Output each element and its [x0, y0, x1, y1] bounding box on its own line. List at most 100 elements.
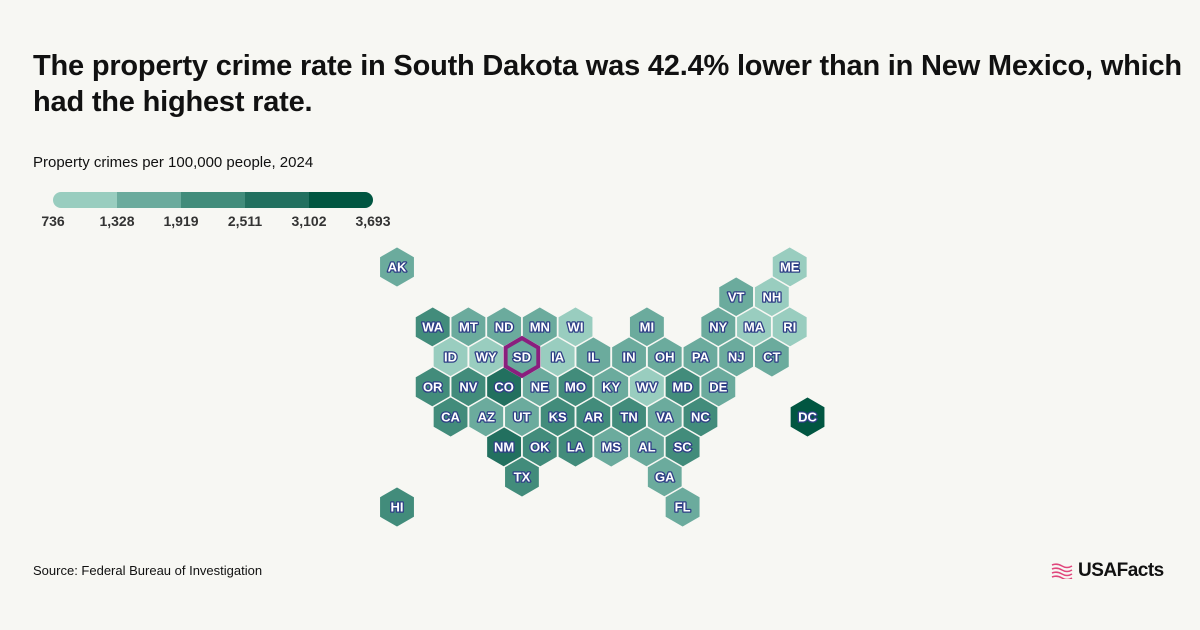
legend-swatch [181, 192, 245, 208]
state-label: NV [459, 380, 477, 395]
state-ut[interactable]: UT [503, 395, 541, 439]
state-hex [664, 485, 702, 529]
state-label: ND [495, 320, 514, 335]
state-hi[interactable]: HI [378, 485, 416, 529]
state-hex [753, 335, 791, 379]
state-label: OH [655, 350, 675, 365]
state-ri[interactable]: RI [771, 305, 809, 349]
state-label: WA [422, 320, 444, 335]
state-ga[interactable]: GA [646, 455, 684, 499]
state-label: MD [672, 380, 692, 395]
legend-swatch [53, 192, 117, 208]
state-wa[interactable]: WA [414, 305, 452, 349]
state-hex [378, 245, 416, 289]
state-label: AK [388, 260, 407, 275]
state-mi[interactable]: MI [628, 305, 666, 349]
state-hex [503, 455, 541, 499]
state-de[interactable]: DE [699, 365, 737, 409]
state-tn[interactable]: TN [610, 395, 648, 439]
state-label: GA [655, 470, 675, 485]
state-dc[interactable]: DC [789, 395, 826, 439]
flag-icon [1051, 563, 1073, 579]
state-pa[interactable]: PA [682, 335, 719, 379]
state-label: AZ [478, 410, 495, 425]
state-mt[interactable]: MT [449, 305, 487, 349]
state-ny[interactable]: NY [699, 305, 737, 349]
state-fl[interactable]: FL [664, 485, 702, 529]
state-label: SD [513, 350, 531, 365]
state-ok[interactable]: OK [521, 425, 559, 469]
legend-tick: 3,102 [291, 213, 326, 229]
state-va[interactable]: VA [646, 395, 684, 439]
state-label: PA [692, 350, 710, 365]
state-label: FL [675, 500, 691, 515]
state-label: MI [640, 320, 654, 335]
state-ma[interactable]: MA [735, 305, 773, 349]
state-label: KY [602, 380, 620, 395]
state-label: OK [530, 440, 550, 455]
state-nh[interactable]: NH [753, 275, 791, 319]
state-label: OR [423, 380, 443, 395]
state-label: SC [674, 440, 693, 455]
state-tx[interactable]: TX [503, 455, 541, 499]
state-label: MA [744, 320, 765, 335]
state-label: UT [513, 410, 530, 425]
state-label: HI [391, 500, 404, 515]
legend-swatch [117, 192, 181, 208]
usafacts-logo: USAFacts [1050, 560, 1164, 582]
legend-swatch [245, 192, 309, 208]
state-label: WV [636, 380, 657, 395]
state-il[interactable]: IL [574, 335, 612, 379]
state-wi[interactable]: WI [557, 305, 594, 349]
state-label: VT [728, 290, 745, 305]
logo-text: USAFacts [1078, 560, 1164, 581]
state-label: LA [567, 440, 585, 455]
state-la[interactable]: LA [557, 425, 594, 469]
state-label: VA [656, 410, 674, 425]
state-in[interactable]: IN [610, 335, 648, 379]
state-label: NJ [728, 350, 745, 365]
state-me[interactable]: ME [771, 245, 809, 289]
state-label: DC [798, 410, 817, 425]
state-label: WI [568, 320, 584, 335]
state-label: IL [588, 350, 600, 365]
state-label: AL [638, 440, 655, 455]
legend-tick: 3,693 [355, 213, 390, 229]
state-hex [789, 395, 826, 439]
state-nc[interactable]: NC [682, 395, 719, 439]
state-label: CO [494, 380, 514, 395]
state-label: NM [494, 440, 514, 455]
state-sc[interactable]: SC [664, 425, 702, 469]
highlight-outline [503, 335, 541, 379]
state-mn[interactable]: MN [521, 305, 559, 349]
state-nd[interactable]: ND [485, 305, 523, 349]
state-ct[interactable]: CT [753, 335, 791, 379]
state-co[interactable]: CO [485, 365, 523, 409]
state-ms[interactable]: MS [592, 425, 630, 469]
state-sd[interactable]: SD [503, 335, 541, 379]
state-label: CT [763, 350, 780, 365]
state-or[interactable]: OR [414, 365, 452, 409]
legend-swatch [309, 192, 373, 208]
state-label: MO [565, 380, 586, 395]
state-ca[interactable]: CA [432, 395, 469, 439]
state-label: TX [514, 470, 531, 485]
state-ar[interactable]: AR [574, 395, 612, 439]
state-label: MN [530, 320, 550, 335]
state-hex [378, 485, 416, 529]
state-label: NE [531, 380, 549, 395]
state-label: NH [762, 290, 781, 305]
color-legend: 736 1,328 1,919 2,511 3,102 3,693 [41, 192, 391, 229]
chart-title: The property crime rate in South Dakota … [33, 50, 1182, 118]
chart-subtitle: Property crimes per 100,000 people, 2024 [33, 154, 314, 171]
state-ak[interactable]: AK [378, 245, 416, 289]
state-label: IA [551, 350, 565, 365]
legend-tick: 1,328 [99, 213, 134, 229]
state-mo[interactable]: MO [557, 365, 594, 409]
state-label: AR [584, 410, 603, 425]
source-note: Source: Federal Bureau of Investigation [33, 563, 263, 578]
state-wy[interactable]: WY [467, 335, 505, 379]
state-label: MS [601, 440, 621, 455]
